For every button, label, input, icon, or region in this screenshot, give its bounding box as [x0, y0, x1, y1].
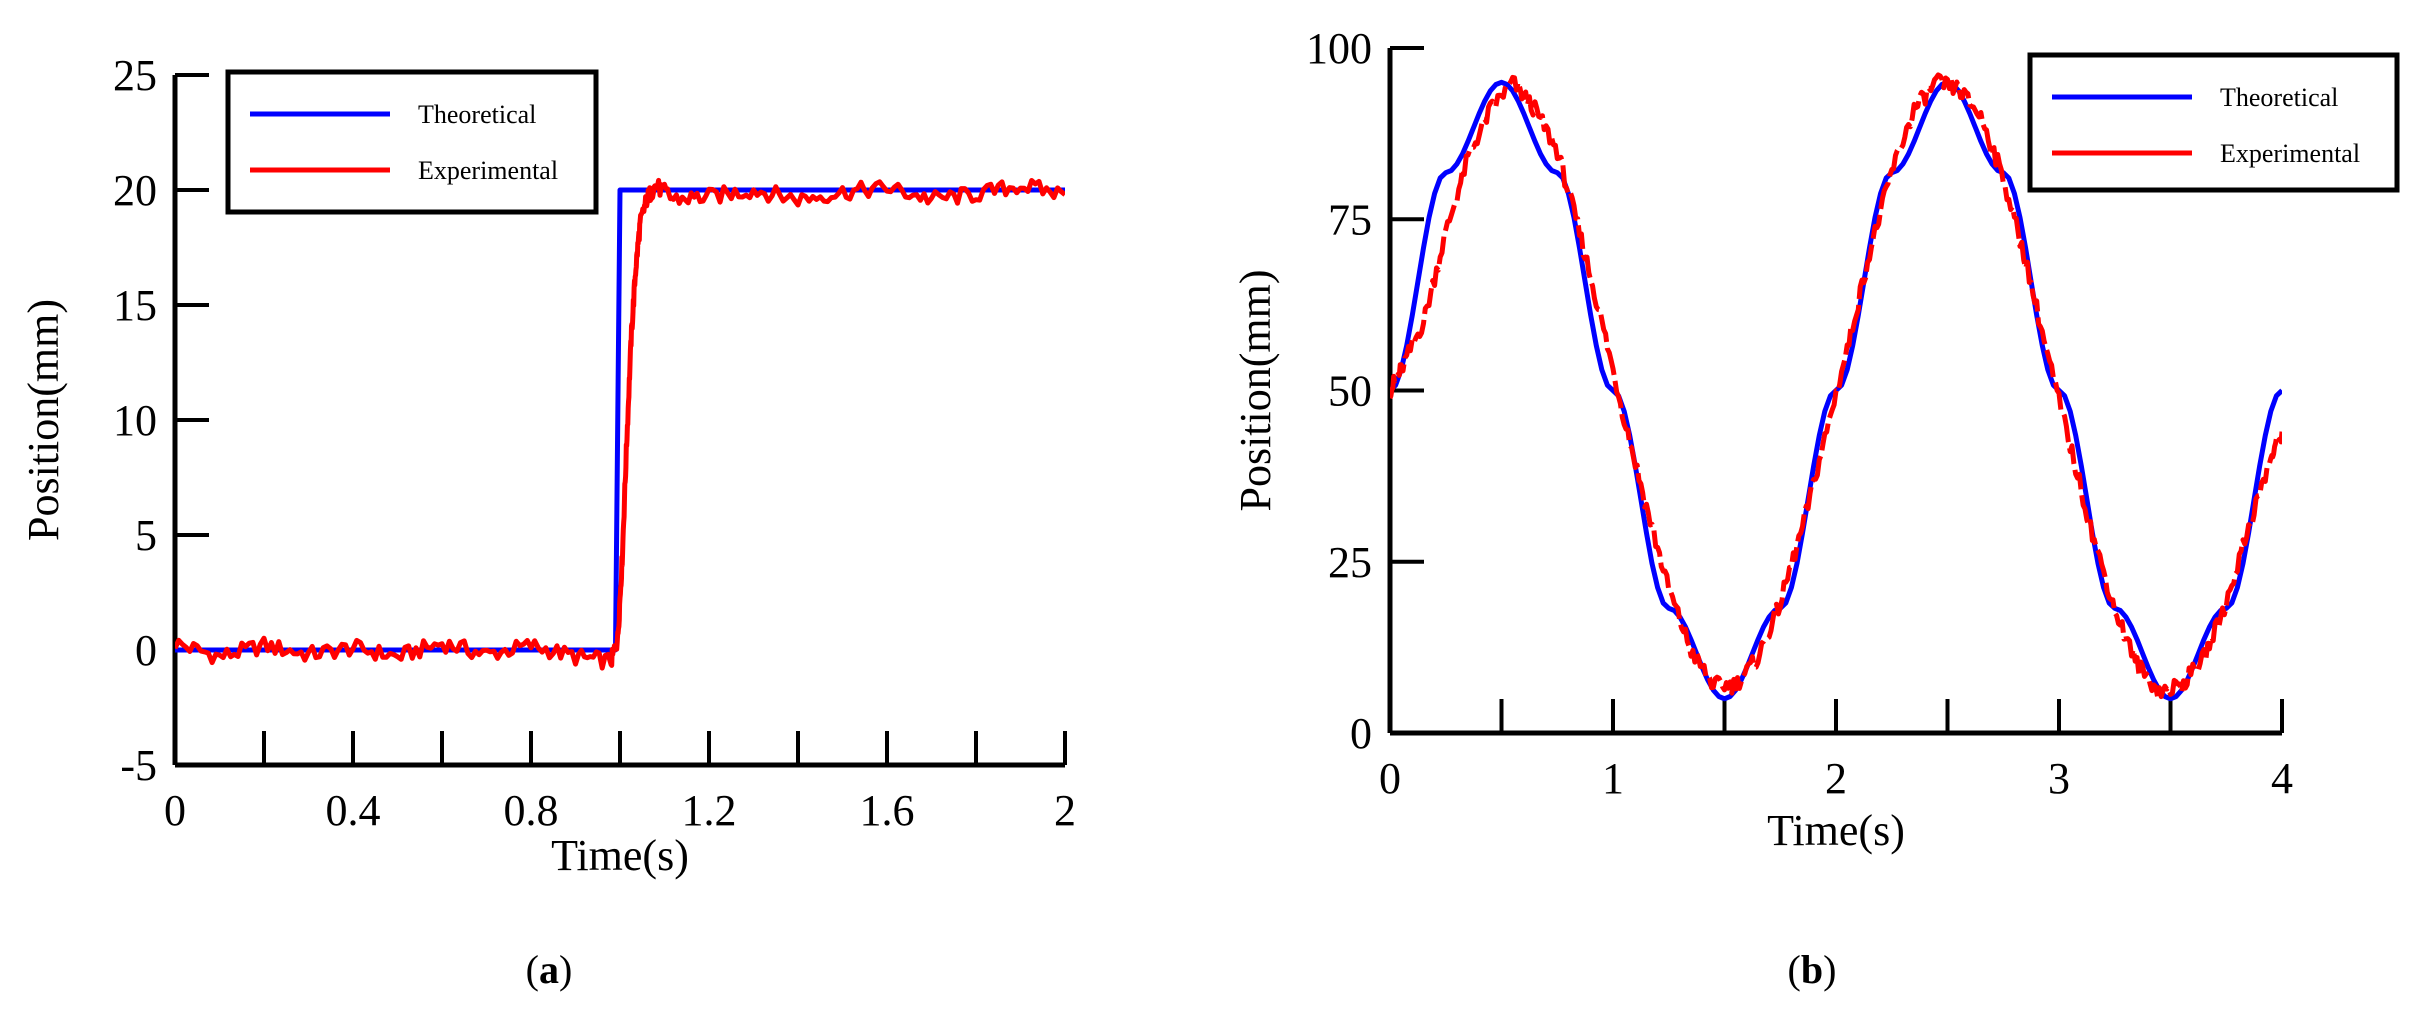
x-tick-label: 3	[2048, 754, 2070, 803]
x-tick-label: 2	[1054, 786, 1076, 835]
panel-label: (a)	[526, 947, 573, 992]
legend: Theoretical Experimental	[2027, 52, 2400, 193]
y-tick-label: 0	[135, 626, 157, 675]
x-tick-label: 0.8	[504, 786, 559, 835]
y-tick-label: 5	[135, 511, 157, 560]
x-tick-label: 1	[1602, 754, 1624, 803]
y-tick-label: 100	[1306, 24, 1372, 73]
legend-label-experimental: Experimental	[2220, 139, 2360, 168]
legend-label-theoretical: Theoretical	[2220, 83, 2338, 112]
y-tick-label: -5	[120, 741, 157, 790]
panel-label: (b)	[1788, 947, 1837, 992]
y-tick-label: 25	[113, 51, 157, 100]
y-axis-title: Position(mm)	[19, 299, 68, 541]
y-tick-label: 0	[1350, 709, 1372, 758]
chart-b: 0 25 50 75 100 0 1 2 3 4 Time(s) Position(mm) Theore…	[1231, 24, 2400, 992]
x-tick-label: 0.4	[326, 786, 381, 835]
y-axis-title: Position(mm)	[1231, 269, 1280, 511]
series-experimental-line	[175, 177, 1065, 671]
y-tick-label: 50	[1328, 367, 1372, 416]
legend-label-theoretical: Theoretical	[418, 100, 536, 129]
x-tick-label: 2	[1825, 754, 1847, 803]
legend-box	[2027, 52, 2400, 193]
x-axis-title: Time(s)	[1767, 806, 1905, 855]
x-axis-title: Time(s)	[551, 831, 689, 880]
y-tick-label: 15	[113, 281, 157, 330]
y-tick-label: 10	[113, 396, 157, 445]
x-tick-label: 4	[2271, 754, 2293, 803]
y-tick-label: 75	[1328, 195, 1372, 244]
x-tick-label: 1.6	[860, 786, 915, 835]
x-tick-label: 1.2	[682, 786, 737, 835]
legend: Theoretical Experimental	[225, 69, 599, 215]
y-tick-label: 20	[113, 166, 157, 215]
legend-box	[225, 69, 599, 215]
series-experimental-line	[1390, 72, 2282, 700]
legend-label-experimental: Experimental	[418, 156, 558, 185]
y-tick-label: 25	[1328, 538, 1372, 587]
x-tick-label: 0	[164, 786, 186, 835]
x-tick-label: 0	[1379, 754, 1401, 803]
